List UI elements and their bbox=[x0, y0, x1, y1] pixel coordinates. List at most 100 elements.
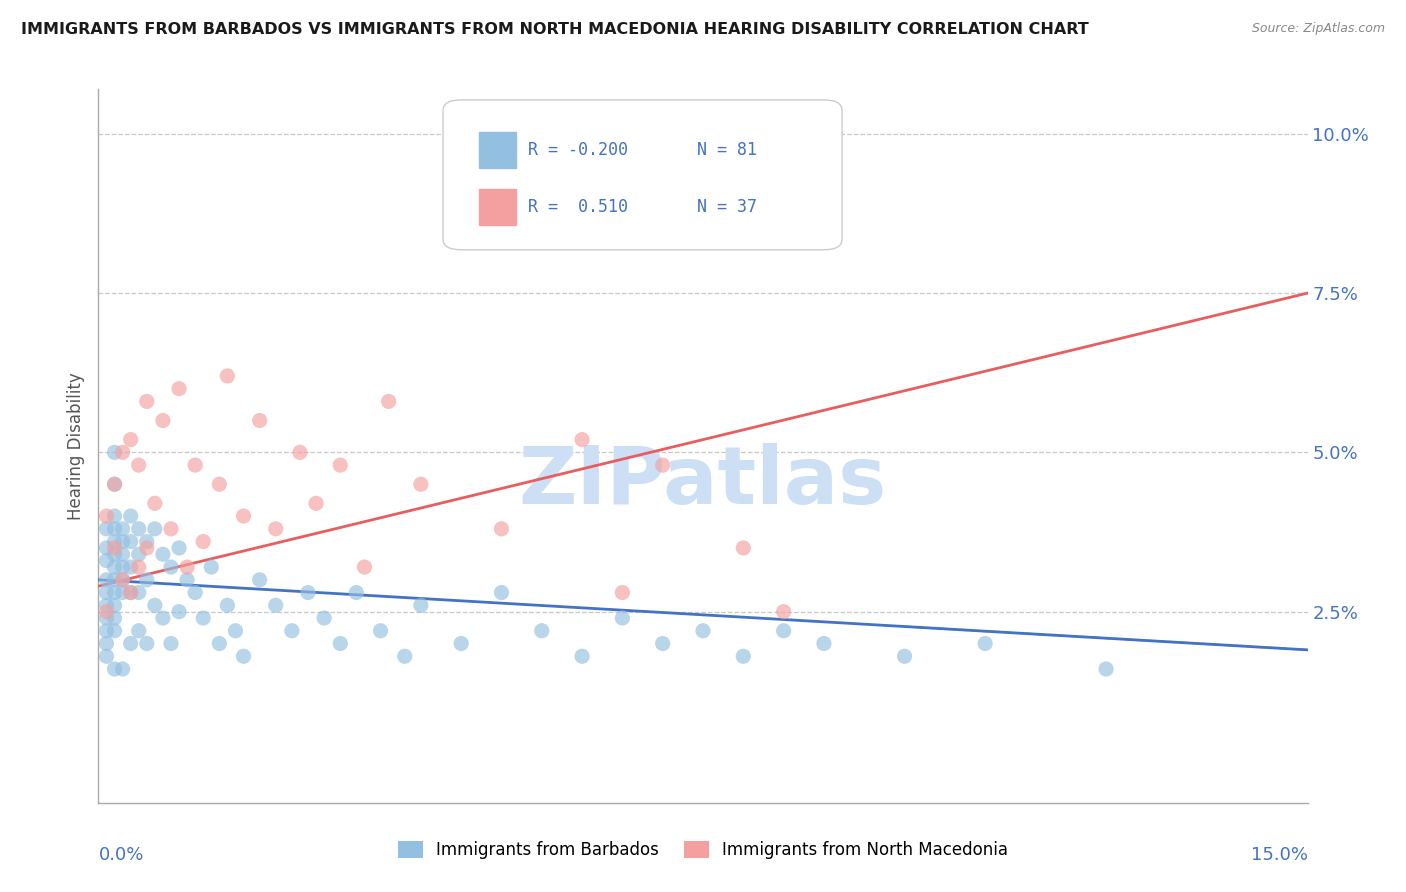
Point bbox=[103, 445, 125, 459]
Point bbox=[651, 458, 673, 472]
Text: 0.0%: 0.0% bbox=[98, 846, 143, 863]
Point bbox=[152, 547, 174, 561]
Point bbox=[152, 611, 174, 625]
Point bbox=[160, 522, 183, 536]
Point bbox=[232, 649, 254, 664]
Point bbox=[135, 534, 157, 549]
Point bbox=[651, 636, 673, 650]
Point bbox=[111, 560, 134, 574]
Text: N = 81: N = 81 bbox=[697, 141, 756, 159]
Point bbox=[772, 605, 794, 619]
Point bbox=[128, 560, 150, 574]
Point bbox=[111, 522, 134, 536]
Point bbox=[612, 585, 634, 599]
Point bbox=[103, 599, 125, 613]
Point bbox=[111, 445, 134, 459]
Point bbox=[329, 458, 352, 472]
Point bbox=[96, 605, 118, 619]
Point bbox=[344, 585, 367, 599]
Point bbox=[612, 611, 634, 625]
Point bbox=[103, 624, 125, 638]
Point bbox=[797, 159, 820, 173]
Point bbox=[733, 649, 755, 664]
Point bbox=[103, 560, 125, 574]
Text: R = -0.200: R = -0.200 bbox=[527, 141, 627, 159]
Point bbox=[128, 547, 150, 561]
Point bbox=[297, 585, 319, 599]
Point bbox=[96, 522, 118, 536]
Point bbox=[409, 477, 432, 491]
Point bbox=[96, 636, 118, 650]
Point bbox=[264, 522, 287, 536]
Point bbox=[193, 534, 215, 549]
Point bbox=[96, 649, 118, 664]
Point bbox=[409, 599, 432, 613]
Text: R =  0.510: R = 0.510 bbox=[527, 198, 627, 216]
Point bbox=[96, 541, 118, 555]
Point bbox=[120, 560, 142, 574]
Point bbox=[103, 611, 125, 625]
Point bbox=[103, 477, 125, 491]
Point bbox=[135, 394, 157, 409]
Point bbox=[152, 413, 174, 427]
Point bbox=[167, 382, 190, 396]
Point bbox=[167, 541, 190, 555]
Point bbox=[96, 599, 118, 613]
Point bbox=[224, 624, 246, 638]
Point bbox=[103, 534, 125, 549]
FancyBboxPatch shape bbox=[443, 100, 842, 250]
Point bbox=[143, 522, 166, 536]
Point bbox=[184, 585, 207, 599]
Point bbox=[176, 573, 198, 587]
Point bbox=[111, 547, 134, 561]
Point bbox=[135, 636, 157, 650]
Point bbox=[200, 560, 222, 574]
Bar bbox=[479, 189, 516, 225]
Point bbox=[120, 585, 142, 599]
Point bbox=[128, 624, 150, 638]
Point bbox=[491, 522, 513, 536]
Point bbox=[128, 522, 150, 536]
Legend: Immigrants from Barbados, Immigrants from North Macedonia: Immigrants from Barbados, Immigrants fro… bbox=[391, 834, 1015, 866]
Point bbox=[143, 496, 166, 510]
Point bbox=[394, 649, 416, 664]
Point bbox=[120, 534, 142, 549]
Point bbox=[176, 560, 198, 574]
Point bbox=[208, 636, 231, 650]
Point bbox=[103, 547, 125, 561]
Y-axis label: Hearing Disability: Hearing Disability bbox=[66, 372, 84, 520]
Point bbox=[353, 560, 375, 574]
Point bbox=[813, 636, 835, 650]
Point bbox=[120, 433, 142, 447]
Point bbox=[249, 413, 271, 427]
Point bbox=[103, 541, 125, 555]
Point bbox=[208, 477, 231, 491]
Point bbox=[128, 458, 150, 472]
Point bbox=[893, 649, 915, 664]
Point bbox=[96, 554, 118, 568]
Text: Source: ZipAtlas.com: Source: ZipAtlas.com bbox=[1251, 22, 1385, 36]
Point bbox=[491, 585, 513, 599]
Point bbox=[128, 585, 150, 599]
Point bbox=[288, 445, 311, 459]
Point bbox=[111, 585, 134, 599]
Point bbox=[96, 509, 118, 524]
Point bbox=[111, 573, 134, 587]
Point bbox=[96, 611, 118, 625]
Point bbox=[103, 662, 125, 676]
Point bbox=[281, 624, 304, 638]
Point bbox=[329, 636, 352, 650]
Point bbox=[160, 560, 183, 574]
Point bbox=[103, 585, 125, 599]
Point bbox=[370, 624, 392, 638]
Point bbox=[1095, 662, 1118, 676]
Point bbox=[96, 573, 118, 587]
Point bbox=[974, 636, 997, 650]
Point bbox=[96, 585, 118, 599]
Point bbox=[193, 611, 215, 625]
Point bbox=[184, 458, 207, 472]
Point bbox=[571, 649, 593, 664]
Point bbox=[103, 522, 125, 536]
Point bbox=[217, 599, 239, 613]
Point bbox=[167, 605, 190, 619]
